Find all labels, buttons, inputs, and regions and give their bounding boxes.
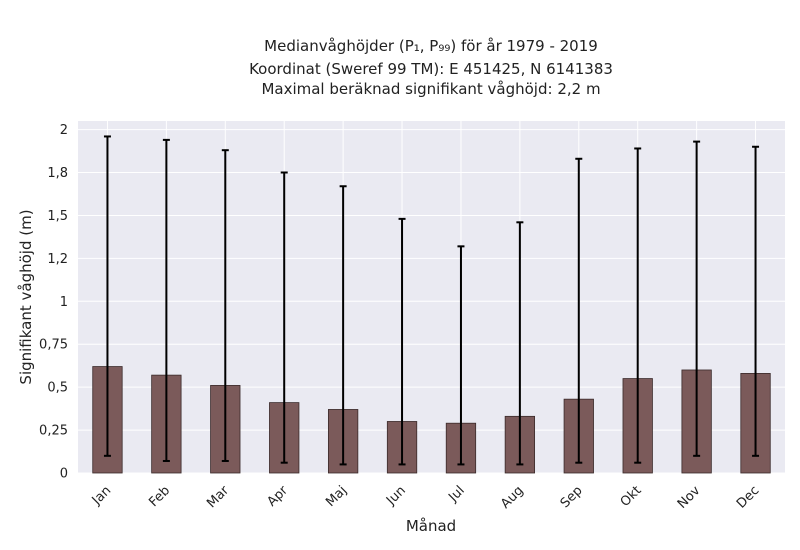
error-bar-jun <box>398 217 406 466</box>
plot-area <box>78 121 785 473</box>
error-bar-dec <box>752 145 760 457</box>
y-tick-label: 1,2 <box>47 252 68 267</box>
error-bar-nov <box>693 140 701 457</box>
x-tick-label: Aug <box>498 483 527 512</box>
y-tick-label: 1,8 <box>47 166 68 181</box>
x-tick-label: Nov <box>675 483 704 512</box>
error-bar-apr <box>280 171 288 464</box>
chart-title-line-1: Medianvåghöjder (P₁, P₉₉) för år 1979 - … <box>264 37 598 55</box>
error-bar-jan <box>103 135 111 457</box>
y-tick-label: 0 <box>60 467 68 482</box>
y-tick-label: 0,75 <box>39 338 68 353</box>
y-tick-labels: 0 0,25 0,5 0,75 1 1,2 1,5 1,8 2 <box>39 123 68 481</box>
x-tick-label: Feb <box>146 483 173 510</box>
error-bars <box>103 135 760 466</box>
x-tick-label: Jun <box>383 483 409 509</box>
x-tick-label: Jan <box>89 483 114 508</box>
error-bar-maj <box>339 185 347 466</box>
x-tick-label: Jul <box>445 483 467 505</box>
y-axis-label: Signifikant våghöjd (m) <box>17 209 35 384</box>
x-tick-label: Sep <box>558 483 586 511</box>
x-axis-label: Månad <box>406 517 456 535</box>
x-tick-label: Dec <box>734 483 762 511</box>
y-tick-label: 0,25 <box>39 424 68 439</box>
x-tick-labels: Jan Feb Mar Apr Maj Jun Jul Aug Sep Okt Nov Dec <box>89 483 763 512</box>
y-tick-label: 0,5 <box>47 381 68 396</box>
x-tick-label: Okt <box>618 483 645 510</box>
error-bar-jul <box>457 245 465 466</box>
error-bar-okt <box>634 147 642 464</box>
error-bar-mar <box>221 149 229 462</box>
error-bar-sep <box>575 157 583 464</box>
y-tick-label: 2 <box>60 123 68 138</box>
y-tick-label: 1 <box>60 295 68 310</box>
chart-title-line-3: Maximal beräknad signifikant våghöjd: 2,… <box>261 80 600 98</box>
error-bar-aug <box>516 221 524 466</box>
y-tick-label: 1,5 <box>47 209 68 224</box>
x-tick-label: Apr <box>265 483 292 510</box>
error-bar-feb <box>162 138 170 462</box>
x-tick-label: Maj <box>323 483 350 510</box>
chart-title-line-2: Koordinat (Sweref 99 TM): E 451425, N 61… <box>249 60 613 78</box>
x-tick-label: Mar <box>204 483 232 511</box>
